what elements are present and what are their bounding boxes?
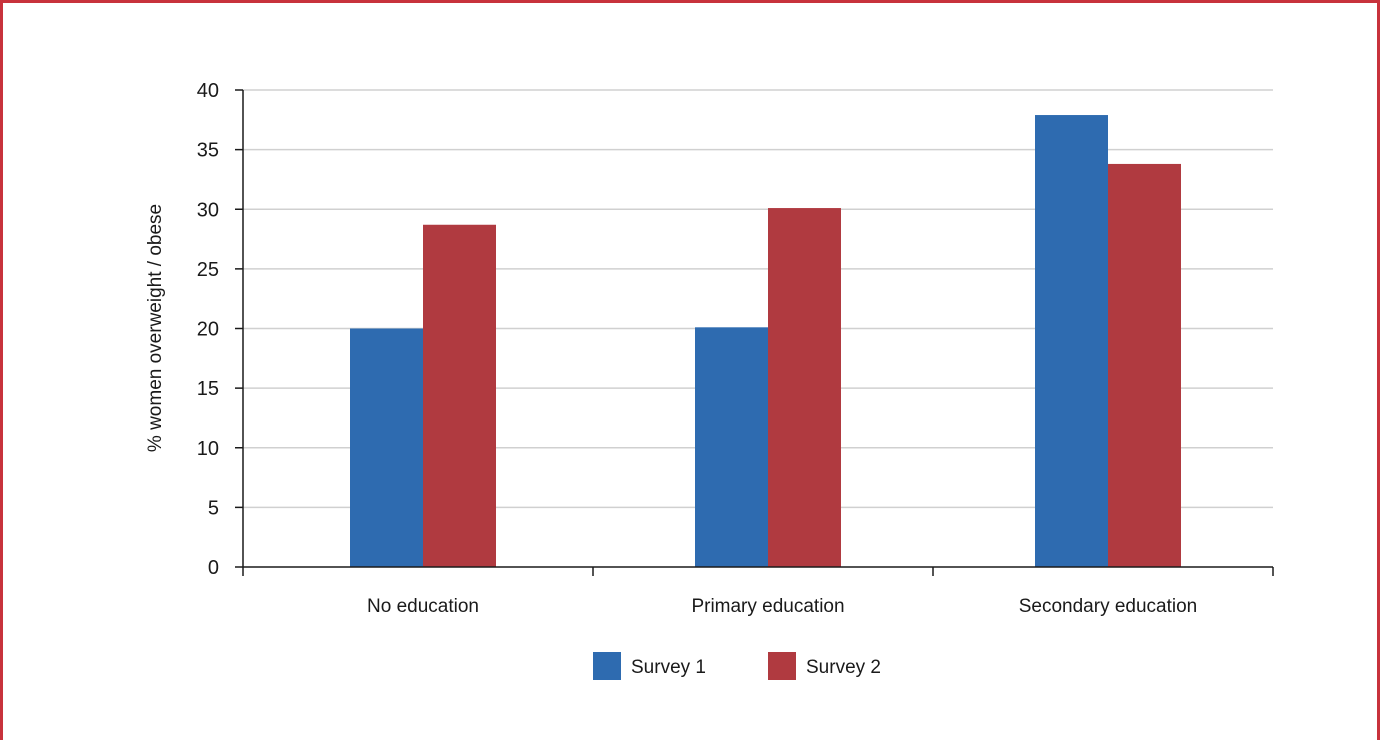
- y-tick-labels: 0 5 10 15 20 25 30 35 40: [197, 80, 219, 579]
- legend-label: Survey 1: [631, 657, 706, 678]
- legend-swatch: [768, 652, 796, 680]
- y-tick-label: 40: [197, 80, 219, 102]
- y-tick-label: 15: [197, 378, 219, 400]
- bar-survey-2: [768, 208, 841, 567]
- x-category-label: Secondary education: [1019, 596, 1198, 617]
- bar-survey-1: [695, 327, 768, 567]
- y-tick-label: 25: [197, 259, 219, 281]
- bars: [350, 115, 1181, 567]
- bar-survey-2: [423, 224, 496, 567]
- y-axis-title: % women overweight / obese: [145, 204, 166, 452]
- y-tick-label: 30: [197, 199, 219, 221]
- x-category-label: No education: [367, 596, 479, 617]
- bar-survey-1: [1035, 115, 1108, 567]
- bar-survey-2: [1108, 163, 1181, 567]
- legend-swatch: [593, 652, 621, 680]
- legend: Survey 1 Survey 2: [593, 652, 881, 680]
- y-tick-label: 5: [208, 497, 219, 519]
- bar-survey-1: [350, 328, 423, 567]
- x-category-label: Primary education: [691, 596, 844, 617]
- y-tick-label: 35: [197, 140, 219, 162]
- y-tick-label: 20: [197, 319, 219, 341]
- axes: [235, 89, 1274, 576]
- legend-label: Survey 2: [806, 657, 881, 678]
- x-category-labels: No education Primary education Secondary e…: [367, 596, 1197, 617]
- y-tick-label: 0: [208, 557, 219, 579]
- y-tick-label: 10: [197, 438, 219, 460]
